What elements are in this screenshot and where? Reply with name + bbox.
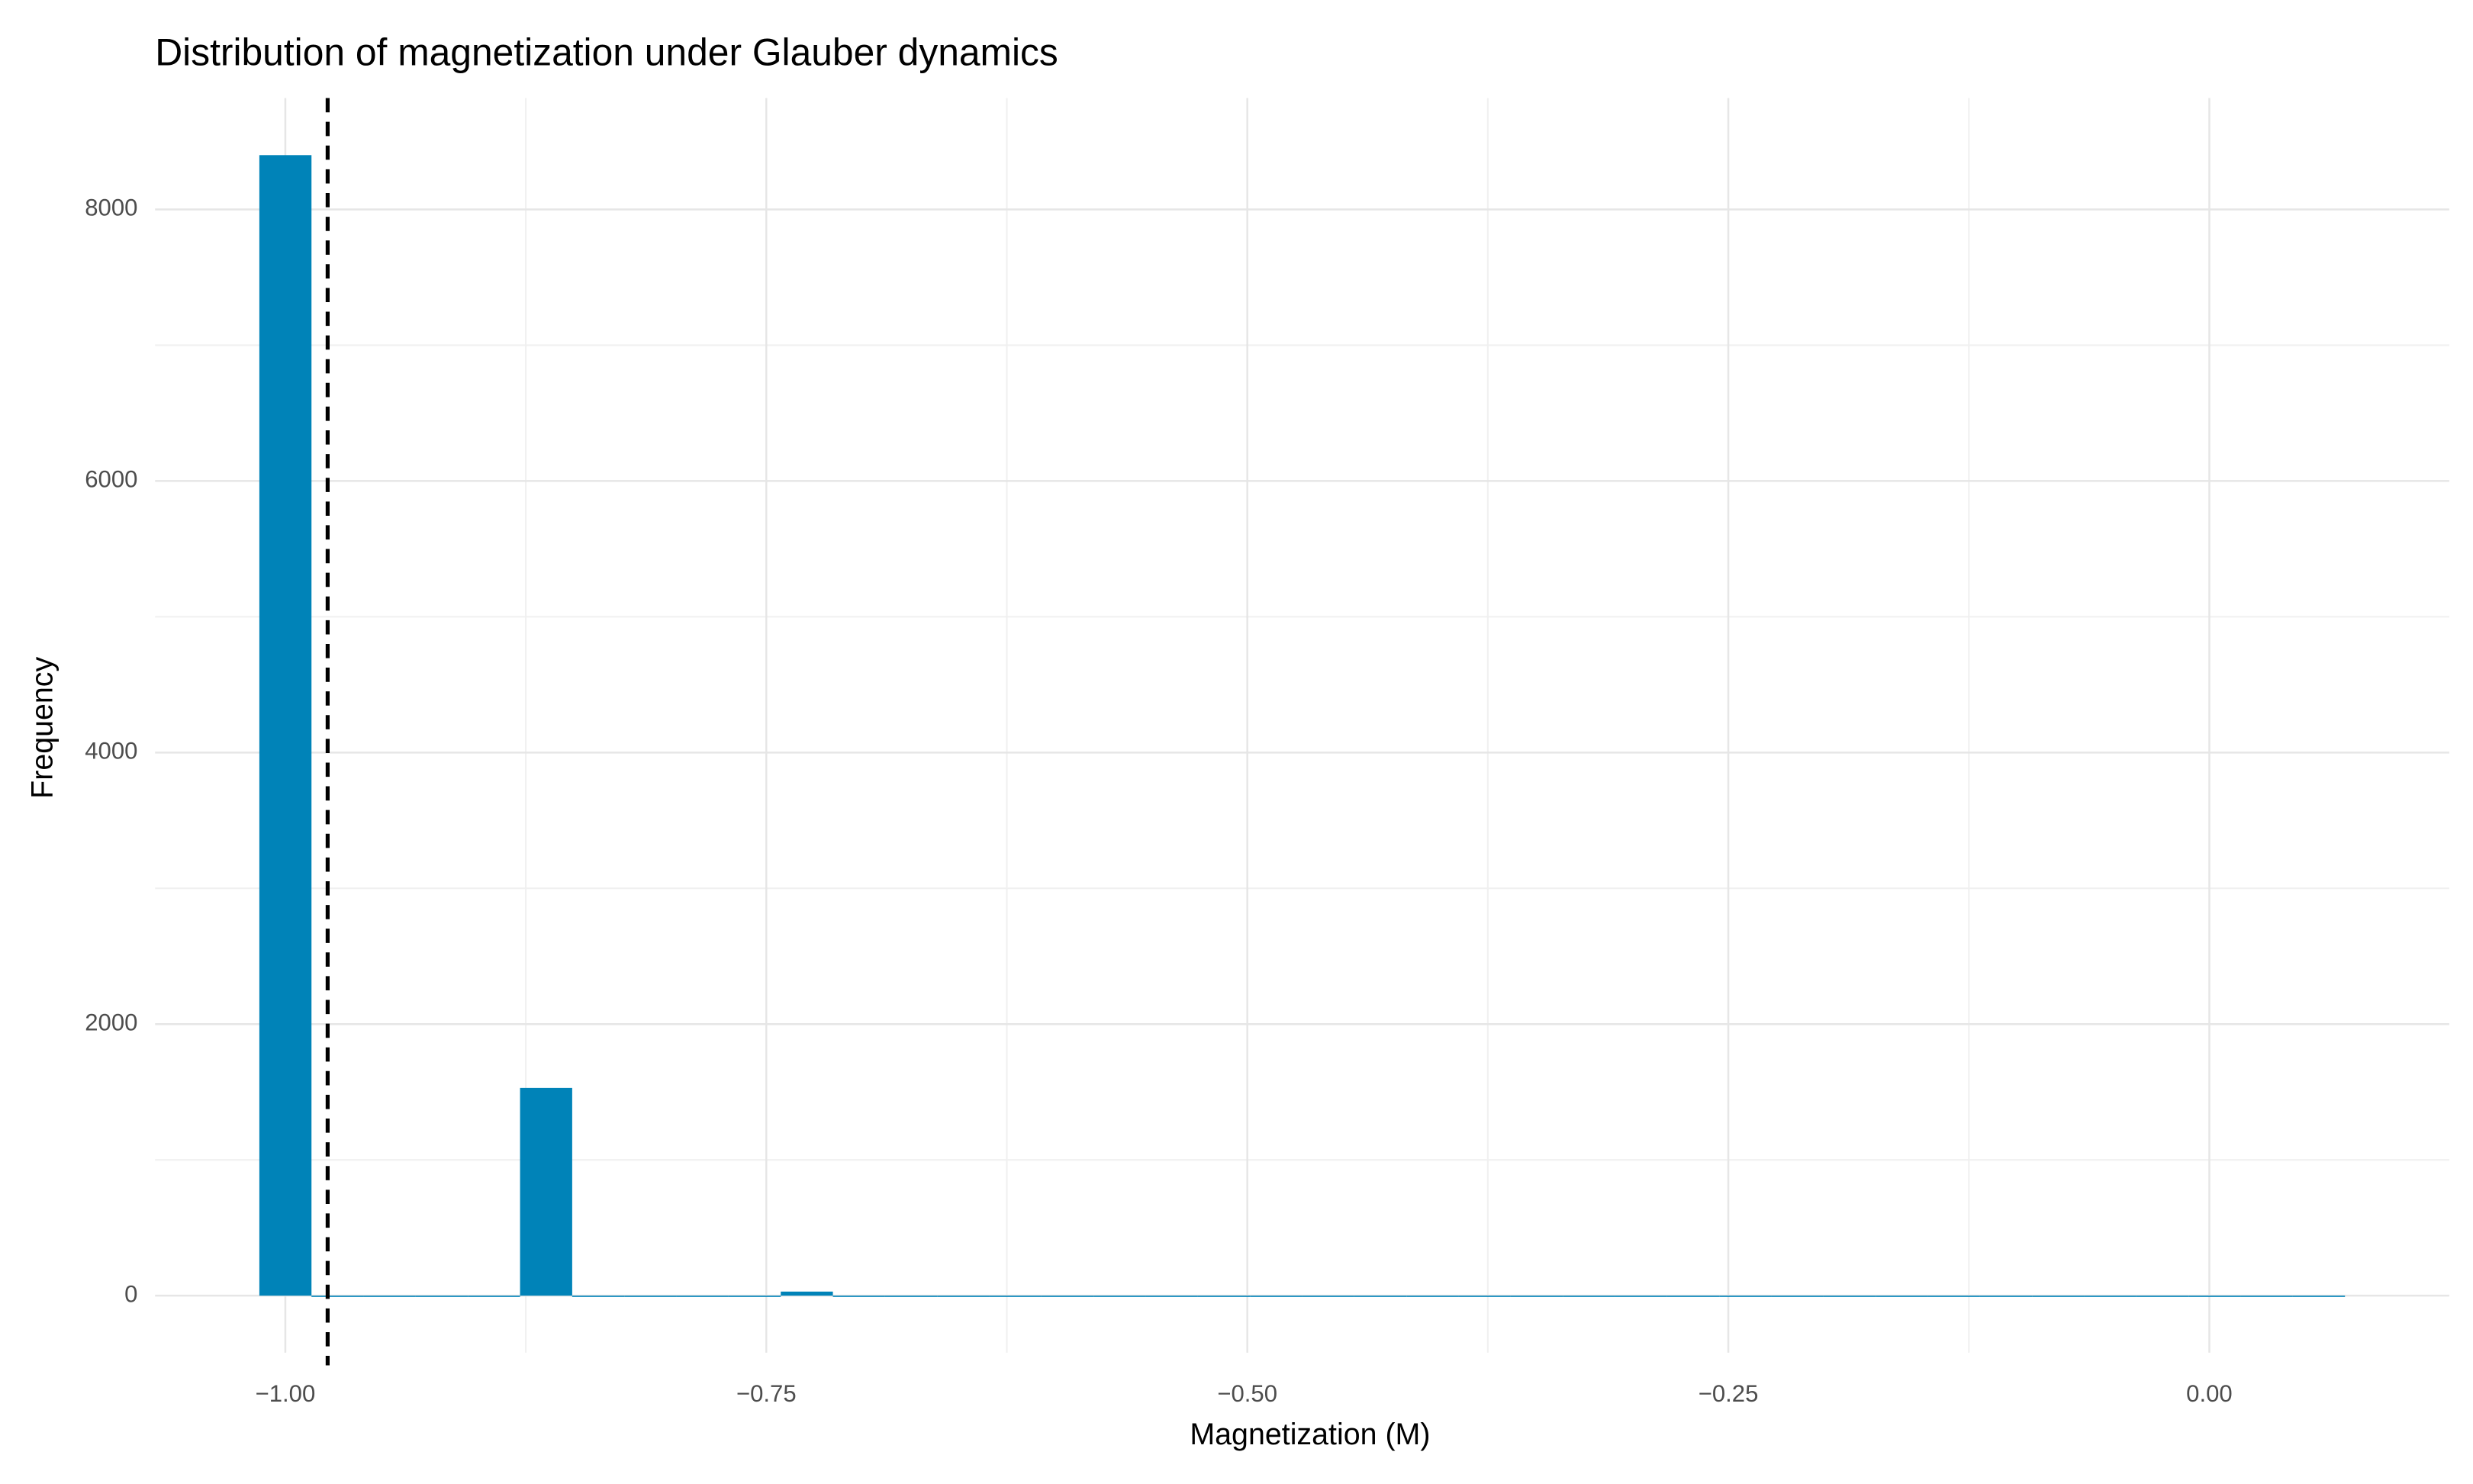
bar [1666,1296,1720,1297]
chart-title: Distribution of magnetization under Glau… [155,31,1058,74]
bar [572,1296,625,1297]
x-tick-label: −0.50 [1217,1380,1277,1407]
bar [2188,1296,2241,1297]
bar [1458,1296,1511,1297]
bar [415,1296,469,1297]
bar [1197,1296,1251,1297]
bar [1041,1296,1094,1297]
bar [1615,1296,1667,1297]
bar [884,1296,938,1297]
bar [2084,1296,2137,1297]
bar [728,1296,781,1297]
y-tick-label: 0 [124,1280,137,1307]
bar [1354,1296,1407,1297]
bar [1823,1296,1876,1297]
x-tick-label: −1.00 [256,1380,316,1407]
bar [1250,1296,1303,1297]
bar [1302,1296,1354,1297]
y-tick-label: 8000 [85,195,137,221]
x-tick-label: −0.25 [1699,1380,1759,1407]
bar [2240,1296,2293,1297]
bar [1771,1296,1824,1297]
bar [2136,1296,2189,1297]
bar [781,1291,833,1296]
bar [1979,1296,2033,1297]
bar [832,1296,885,1297]
x-axis-title: Magnetization (M) [1190,1418,1430,1451]
bar [1145,1296,1198,1297]
bar [363,1296,416,1297]
bar [624,1296,677,1297]
bar [1719,1296,1772,1297]
y-tick-label: 2000 [85,1009,137,1035]
bar [1093,1296,1146,1297]
bar [468,1296,520,1297]
bar [937,1296,990,1297]
bar [1406,1296,1459,1297]
y-tick-label: 6000 [85,466,137,493]
x-tick-label: −0.75 [736,1380,797,1407]
bar [676,1296,729,1297]
bar [311,1296,364,1297]
bar [1510,1296,1563,1297]
y-axis-title: Frequency [25,657,59,799]
bar [2292,1296,2346,1297]
bar [259,155,312,1296]
bar [1927,1296,1980,1297]
bar [1563,1296,1615,1297]
bar [1876,1296,1928,1297]
y-tick-label: 4000 [85,738,137,765]
bar [2032,1296,2085,1297]
bar [520,1087,572,1296]
x-tick-label: 0.00 [2186,1380,2233,1407]
bar [989,1296,1042,1297]
